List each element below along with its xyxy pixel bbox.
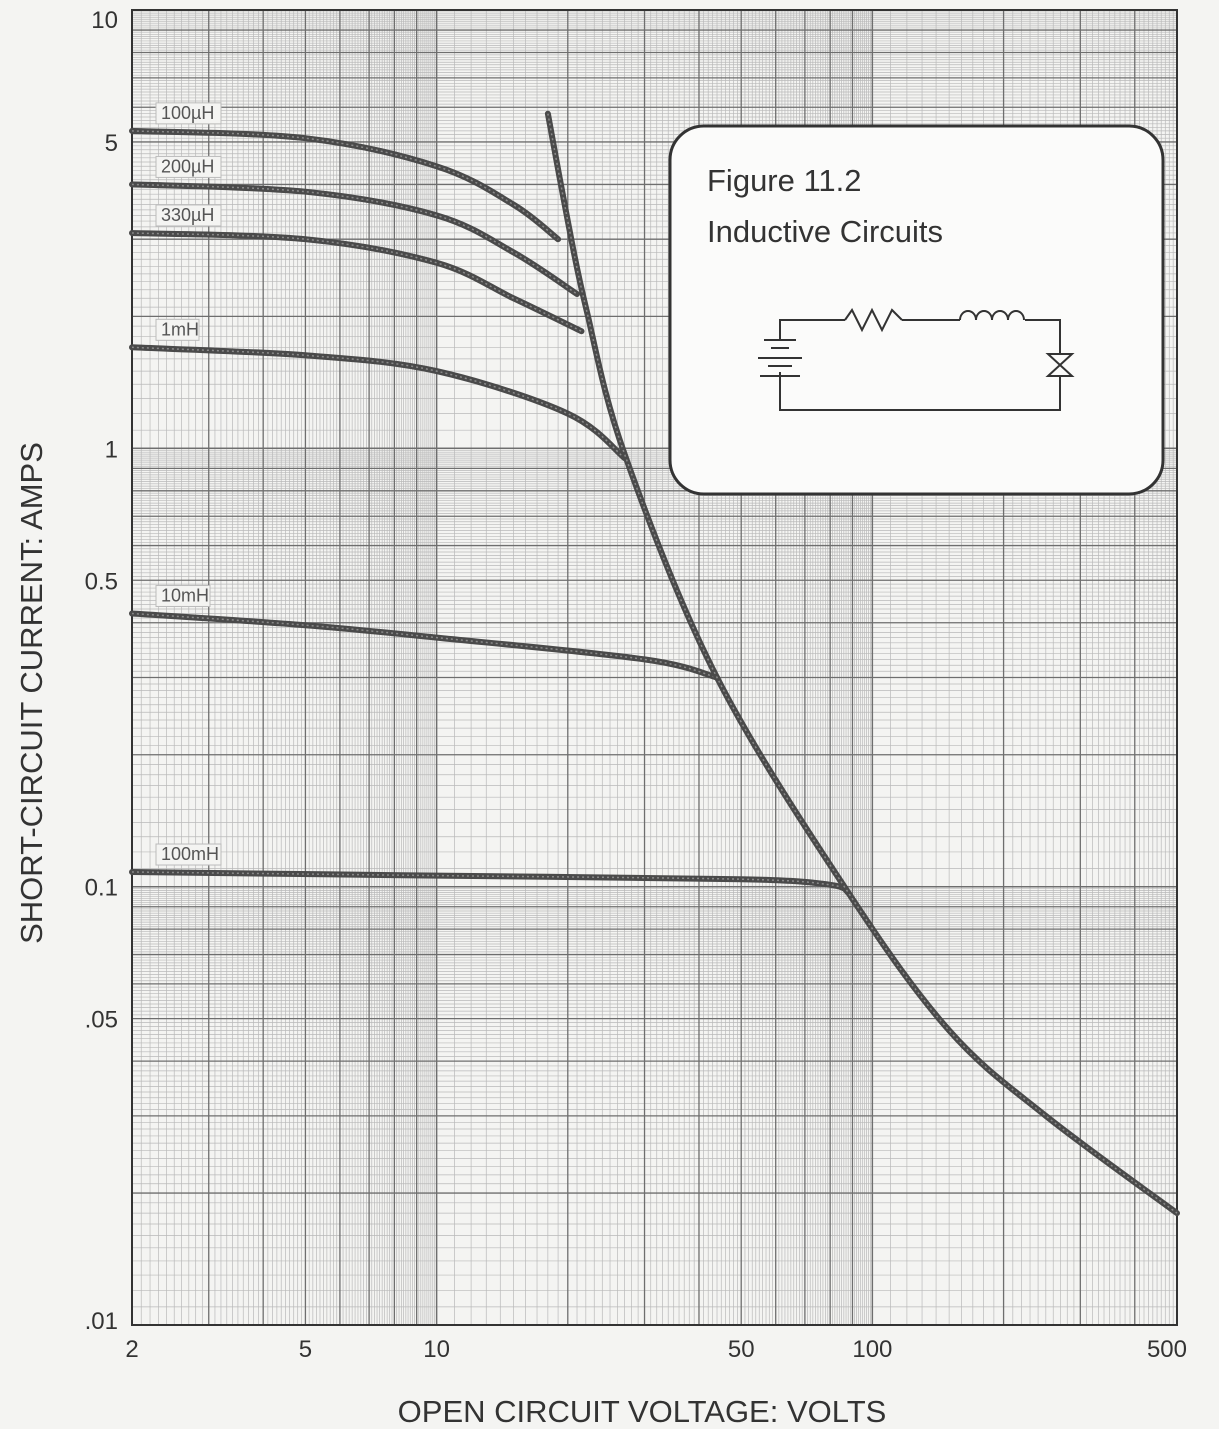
series-line — [129, 869, 852, 896]
circuit-schematic — [758, 307, 1075, 411]
series-label-box — [155, 204, 222, 227]
y-tick-label: 10 — [91, 7, 118, 34]
x-tick-label: 50 — [728, 1336, 755, 1363]
series-label-box — [155, 584, 211, 607]
y-tick-label: 0.5 — [85, 568, 118, 595]
y-tick-label: 1 — [105, 436, 118, 463]
series-line-texture — [131, 130, 559, 240]
series-label-box — [155, 843, 222, 866]
x-tick-label: 5 — [299, 1336, 312, 1363]
inset-subtitle: Inductive Circuits — [707, 214, 943, 249]
series-line — [544, 110, 1180, 1217]
series-labels: 100µH 200µH 330µH 1mH 10mH 100mH — [155, 102, 222, 866]
series-line-texture — [131, 183, 578, 295]
series-label: 100mH — [161, 844, 219, 864]
figure-inset: Figure 11.2 Inductive Circuits — [668, 124, 1165, 496]
y-axis-title: SHORT-CIRCUIT CURRENT: AMPS — [14, 442, 49, 944]
series-label-box — [155, 318, 200, 341]
inductor-symbol — [959, 310, 1025, 321]
series-label: 10mH — [161, 585, 209, 605]
x-tick-label: 500 — [1147, 1336, 1187, 1363]
circuit-wire — [779, 319, 1061, 411]
y-axis-ticks: 10 5 1 0.5 0.1 .05 .01 — [85, 7, 118, 1335]
inset-title: Figure 11.2 — [707, 163, 862, 198]
series-line-texture — [131, 346, 626, 459]
y-tick-label: 0.1 — [85, 875, 118, 902]
y-tick-label: .05 — [85, 1007, 118, 1034]
resistor-symbol — [844, 307, 903, 333]
series-label: 330µH — [161, 205, 214, 225]
series-label: 200µH — [161, 156, 214, 176]
y-tick-label: 5 — [105, 130, 118, 157]
battery-symbol — [758, 339, 802, 377]
series-line-texture — [131, 232, 582, 332]
series-label: 1mH — [161, 319, 199, 339]
inset-box — [668, 124, 1165, 496]
x-axis-title: OPEN CIRCUIT VOLTAGE: VOLTS — [398, 1394, 887, 1429]
y-tick-label: .01 — [85, 1308, 118, 1335]
x-tick-label: 100 — [852, 1336, 892, 1363]
plot-frame — [131, 9, 1178, 1326]
spark-gap-symbol — [1045, 353, 1075, 377]
series-label-box — [155, 155, 222, 178]
series-label-box — [155, 102, 222, 125]
series-label: 100µH — [161, 103, 214, 123]
x-axis-ticks: 2 5 10 50 100 500 — [125, 1336, 1187, 1363]
x-tick-label: 10 — [423, 1336, 450, 1363]
x-tick-label: 2 — [125, 1336, 138, 1363]
series-line-texture — [131, 612, 718, 679]
series-lines — [129, 110, 1180, 1217]
